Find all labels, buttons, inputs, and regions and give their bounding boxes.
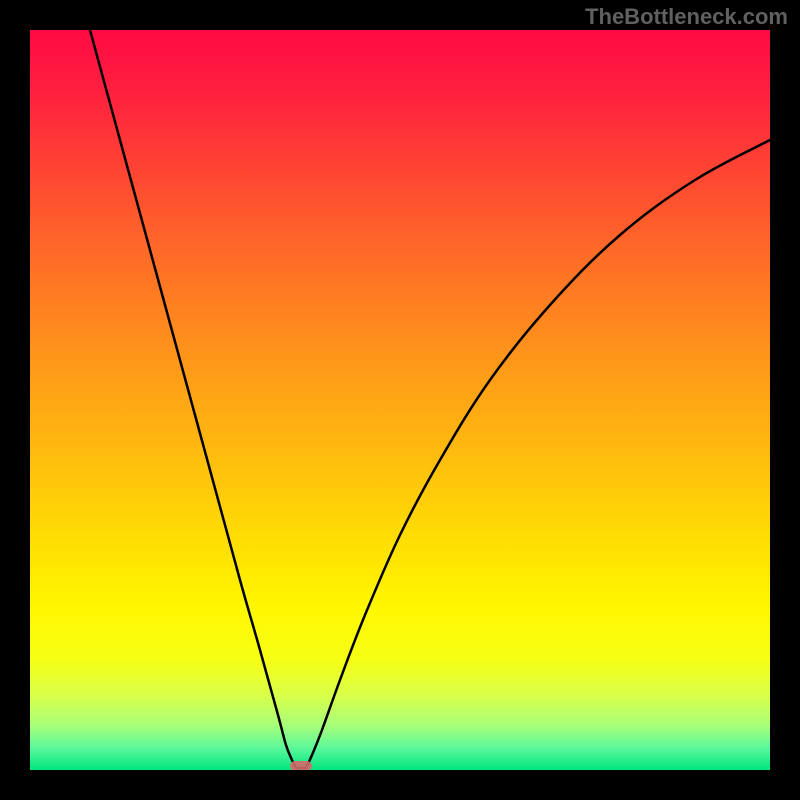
watermark-text: TheBottleneck.com — [585, 4, 788, 30]
curve-svg — [30, 30, 770, 770]
plot-area — [30, 30, 770, 770]
chart-container: TheBottleneck.com — [0, 0, 800, 800]
curve-path — [90, 30, 770, 768]
minimum-marker — [290, 761, 312, 770]
